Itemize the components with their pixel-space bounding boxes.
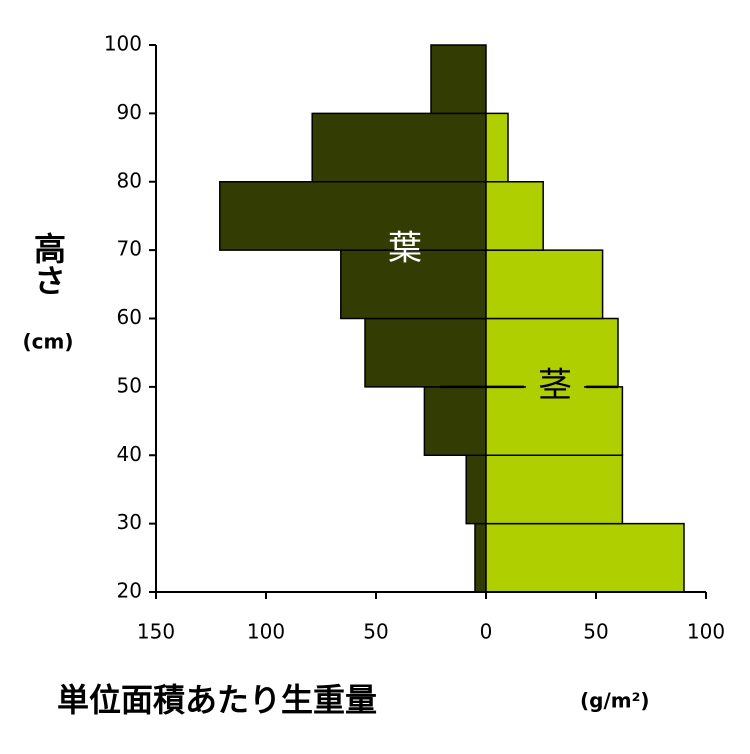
y-tick-label: 60	[117, 305, 142, 329]
x-tick-label: 50	[583, 620, 608, 644]
y-tick-label: 90	[117, 100, 142, 124]
x-tick-label: 150	[137, 620, 175, 644]
y-tick-label: 50	[117, 373, 142, 397]
bar	[485, 181, 544, 251]
bar	[474, 522, 487, 593]
y-tick-label: 40	[117, 442, 142, 466]
y-tick-label: 30	[117, 510, 142, 534]
y-tick-label: 100	[104, 32, 142, 56]
bar	[485, 249, 604, 320]
y-axis-unit: (cm)	[23, 330, 74, 354]
label-bg	[526, 368, 584, 405]
bar	[423, 386, 487, 456]
x-tick-label: 100	[247, 620, 285, 644]
bar	[311, 112, 487, 183]
bar	[465, 454, 487, 525]
y-tick-label: 70	[117, 237, 142, 261]
bar	[485, 454, 624, 525]
bar	[219, 181, 487, 251]
x-axis-title: 単位面積あたり生重量	[57, 681, 377, 719]
y-tick-label: 80	[117, 168, 142, 192]
y-axis-title: 高さ	[29, 232, 67, 296]
x-axis-unit: (g/m²)	[580, 689, 650, 713]
x-tick-label: 0	[480, 620, 493, 644]
bar	[430, 44, 487, 115]
series-label: 茎	[538, 365, 572, 405]
bar	[485, 522, 685, 593]
bar	[485, 112, 509, 183]
x-tick-label: 100	[687, 620, 725, 644]
bar	[364, 317, 487, 388]
bar	[340, 249, 487, 320]
series-label: 葉	[388, 229, 422, 269]
x-tick-label: 50	[363, 620, 388, 644]
y-tick-label: 20	[117, 579, 142, 603]
